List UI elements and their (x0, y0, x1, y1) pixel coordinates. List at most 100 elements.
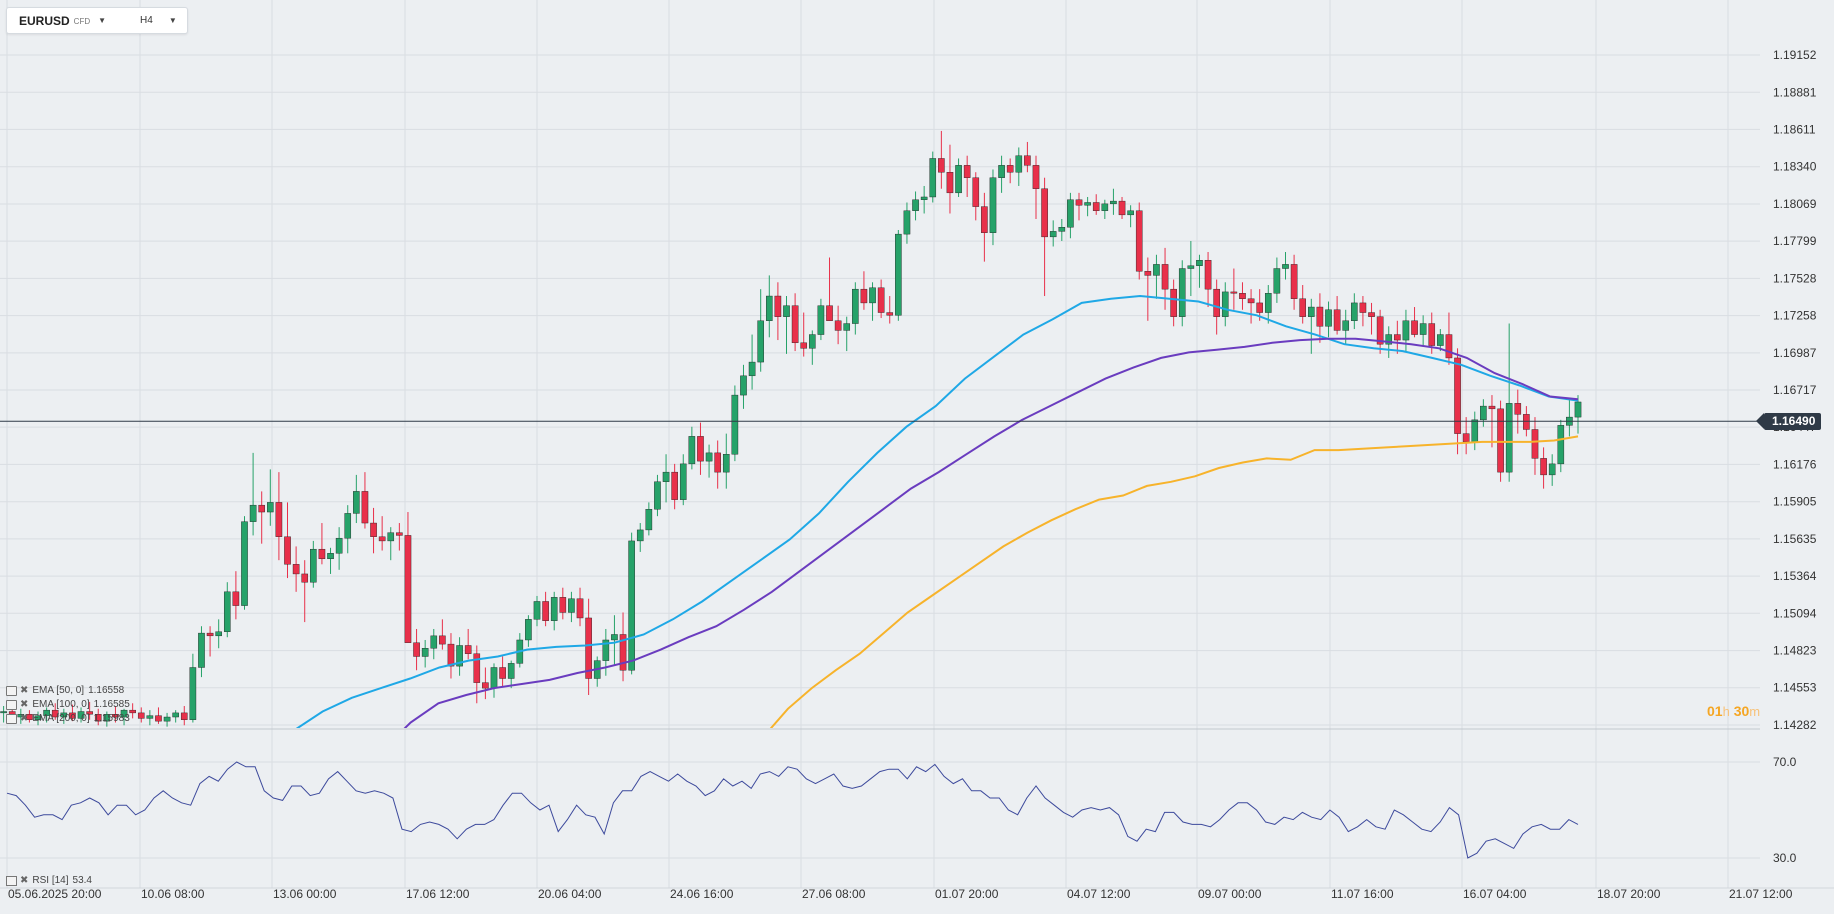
candle-body[interactable] (1514, 403, 1522, 415)
candle-body[interactable] (0, 711, 7, 714)
legend-ema100[interactable]: ✖ EMA [100, 0] 1.16585 (6, 698, 130, 712)
candle-body[interactable] (241, 521, 248, 606)
candle-body[interactable] (464, 645, 472, 654)
candle-body[interactable] (636, 529, 644, 542)
candle-body[interactable] (1402, 320, 1410, 341)
timeframe-label[interactable]: H4 (140, 15, 153, 26)
candle-body[interactable] (249, 504, 257, 522)
candle-body[interactable] (1557, 425, 1565, 465)
candle-body[interactable] (886, 312, 894, 316)
candle-body[interactable] (1282, 264, 1289, 269)
candle-body[interactable] (1135, 210, 1143, 272)
candle-body[interactable] (396, 532, 403, 536)
candle-body[interactable] (1110, 200, 1117, 205)
candle-body[interactable] (94, 714, 102, 722)
candle-body[interactable] (1264, 293, 1272, 313)
ema-line[interactable] (355, 337, 1579, 764)
candle-body[interactable] (877, 287, 885, 313)
candle-body[interactable] (1480, 405, 1487, 421)
candle-body[interactable] (895, 233, 902, 316)
candle-body[interactable] (112, 714, 119, 718)
candle-body[interactable] (456, 645, 463, 667)
candle-body[interactable] (1394, 334, 1401, 341)
legend-ema200[interactable]: ✖ EMA [200, 0] 1.15983 (6, 712, 130, 726)
candle-body[interactable] (1170, 288, 1177, 317)
candle-body[interactable] (155, 715, 162, 722)
candle-body[interactable] (1548, 463, 1556, 476)
candle-body[interactable] (697, 436, 704, 462)
remove-indicator-icon[interactable]: ✖ (20, 699, 29, 710)
candle-body[interactable] (370, 522, 377, 537)
candle-body[interactable] (1497, 408, 1504, 473)
candle-body[interactable] (929, 158, 937, 198)
candle-body[interactable] (662, 471, 670, 482)
remove-indicator-icon[interactable]: ✖ (20, 685, 29, 696)
candle-body[interactable] (525, 619, 532, 641)
candle-body[interactable] (51, 709, 59, 718)
candle-body[interactable] (69, 712, 76, 719)
candle-body[interactable] (1299, 298, 1306, 317)
candle-body[interactable] (1437, 334, 1444, 346)
candle-body[interactable] (611, 634, 618, 641)
candle-body[interactable] (447, 643, 455, 667)
candle-body[interactable] (86, 711, 93, 715)
candle-body[interactable] (533, 601, 541, 620)
candle-body[interactable] (284, 536, 291, 565)
candle-body[interactable] (1178, 268, 1186, 317)
candle-body[interactable] (946, 172, 954, 194)
candle-body[interactable] (938, 158, 945, 173)
candle-body[interactable] (344, 513, 352, 539)
candle-body[interactable] (1239, 293, 1246, 299)
candle-body[interactable] (1488, 405, 1496, 410)
candle-body[interactable] (163, 716, 171, 722)
candle-body[interactable] (834, 320, 842, 331)
candle-body[interactable] (1247, 298, 1255, 304)
remove-indicator-icon[interactable]: ✖ (20, 875, 29, 886)
candle-body[interactable] (198, 632, 205, 668)
candle-body[interactable] (920, 196, 928, 200)
candle-body[interactable] (1221, 291, 1229, 317)
candle-body[interactable] (1144, 271, 1152, 276)
candle-body[interactable] (120, 709, 128, 718)
candle-body[interactable] (301, 573, 309, 583)
candle-body[interactable] (473, 653, 481, 683)
symbol-label[interactable]: EURUSD (19, 13, 70, 28)
candle-body[interactable] (421, 648, 429, 657)
candle-body[interactable] (1290, 264, 1298, 299)
candle-body[interactable] (1385, 334, 1393, 345)
candle-body[interactable] (705, 452, 713, 462)
candle-body[interactable] (1092, 202, 1100, 211)
candle-body[interactable] (1187, 265, 1195, 269)
candle-body[interactable] (1196, 260, 1203, 266)
candle-body[interactable] (17, 714, 25, 718)
candle-body[interactable] (1213, 288, 1220, 317)
candle-body[interactable] (619, 634, 627, 671)
candle-body[interactable] (1351, 302, 1358, 321)
candle-body[interactable] (1161, 264, 1169, 290)
candle-body[interactable] (645, 509, 653, 531)
candle-body[interactable] (817, 305, 825, 335)
candle-body[interactable] (439, 635, 446, 645)
candle-body[interactable] (783, 305, 790, 317)
candle-body[interactable] (267, 502, 274, 513)
candle-body[interactable] (318, 548, 326, 560)
indicator-settings-icon[interactable] (6, 875, 17, 886)
candle-body[interactable] (146, 715, 154, 719)
candle-body[interactable] (1024, 155, 1031, 166)
candle-body[interactable] (215, 631, 222, 637)
candle-body[interactable] (361, 491, 369, 524)
candle-body[interactable] (1316, 306, 1324, 327)
candle-body[interactable] (1006, 165, 1014, 173)
candle-body[interactable] (275, 502, 283, 537)
candle-body[interactable] (722, 454, 730, 473)
candle-body[interactable] (826, 305, 833, 321)
candle-body[interactable] (550, 597, 558, 621)
candle-body[interactable] (1540, 458, 1547, 476)
candle-body[interactable] (963, 165, 971, 178)
candle-body[interactable] (679, 463, 687, 500)
candle-body[interactable] (1531, 429, 1539, 459)
candle-body[interactable] (1359, 302, 1367, 313)
candle-body[interactable] (60, 712, 68, 718)
candle-body[interactable] (482, 682, 489, 689)
